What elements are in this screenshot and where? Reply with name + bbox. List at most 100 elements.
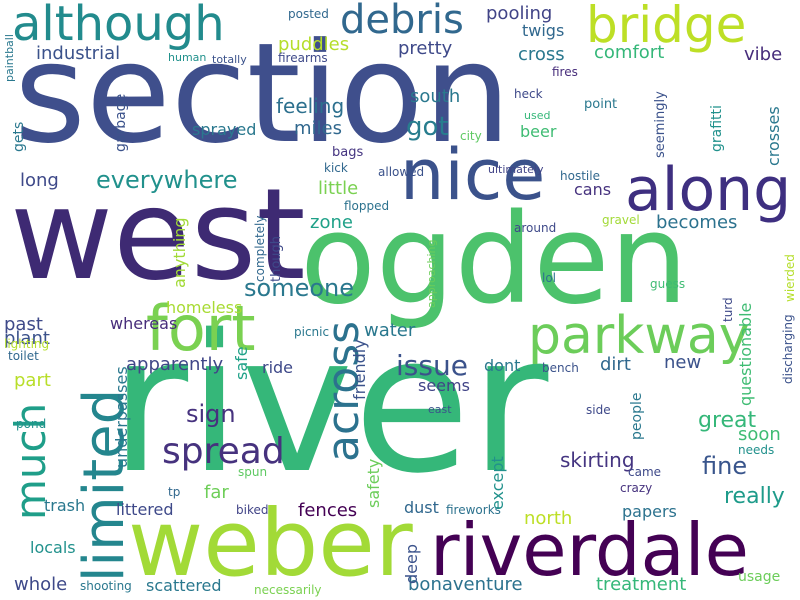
word: beer (520, 122, 557, 141)
word: past (4, 314, 43, 335)
word: far (204, 482, 229, 503)
word: bridge (586, 0, 747, 54)
word: used (524, 109, 551, 122)
word: section (14, 13, 512, 174)
word: picnic (294, 325, 330, 339)
word: everywhere (96, 166, 238, 194)
word: whereas (110, 314, 178, 333)
word: deep (402, 544, 421, 584)
word: industrial (36, 43, 121, 64)
word: littered (116, 500, 174, 519)
word: little (318, 178, 359, 199)
word: totally (212, 53, 247, 66)
word: crosses (764, 106, 783, 166)
word: seems (418, 376, 470, 395)
word: apparently (126, 354, 224, 375)
word: spun (238, 465, 268, 479)
word: bonaventure (408, 574, 523, 595)
word: water (364, 320, 416, 341)
word: soon (738, 424, 781, 445)
word: twigs (522, 21, 565, 40)
word: garbage (113, 93, 129, 152)
word: pond (16, 417, 47, 431)
word: seemingly (653, 91, 668, 158)
word: shooting (80, 579, 132, 593)
word: around (514, 221, 557, 235)
word: fires (552, 65, 578, 79)
word: biked (236, 503, 269, 517)
word: really (724, 484, 785, 509)
word: wierded (783, 254, 797, 302)
word: ogden (300, 188, 689, 332)
word: crazy (620, 481, 653, 495)
word: got (406, 112, 449, 142)
word: paintball (3, 34, 16, 82)
word: hostile (560, 169, 600, 183)
word: cans (574, 180, 612, 199)
word: someone (244, 274, 354, 302)
word: kick (324, 161, 348, 175)
word: needs (738, 443, 775, 457)
word: treatment (596, 574, 687, 595)
word: river (110, 294, 549, 515)
word: guess (650, 277, 686, 291)
word: necessarily (254, 583, 322, 597)
word: vibe (744, 44, 783, 65)
word: west (10, 161, 306, 308)
word: though (269, 235, 284, 282)
word: bench (542, 361, 579, 375)
word: underpasses (112, 366, 131, 468)
word: plant (4, 328, 50, 349)
word: pretty (398, 38, 453, 59)
word: flopped (344, 199, 390, 213)
word: city (460, 129, 482, 143)
word: side (586, 403, 611, 417)
word: dust (404, 498, 439, 517)
word: dirt (600, 354, 631, 375)
word: usage (738, 569, 781, 585)
word: feeling (276, 94, 345, 118)
word: fort (146, 292, 256, 365)
word: gets (11, 121, 27, 152)
word: approaching (425, 239, 438, 309)
word: new (664, 352, 702, 373)
word: papers (622, 502, 677, 521)
word: comfort (594, 42, 665, 63)
word: fireworks (446, 503, 501, 517)
word: north (524, 508, 573, 529)
word: zone (310, 212, 353, 233)
word: safety (364, 458, 383, 508)
word: allowed (378, 165, 425, 179)
word: sprayed (192, 120, 257, 139)
word: part (14, 370, 51, 391)
word: firearms (278, 51, 328, 65)
word: great (698, 408, 757, 433)
word: point (584, 97, 618, 112)
word: bags (332, 145, 364, 160)
word: fine (702, 452, 748, 480)
word: south (410, 86, 461, 107)
word: ride (262, 358, 294, 377)
word: fences (298, 500, 358, 521)
word: whole (14, 574, 68, 595)
word: cross (518, 44, 565, 65)
word: safe (232, 346, 251, 380)
word: human (168, 51, 207, 64)
word: locals (30, 538, 76, 557)
word: sign (186, 400, 236, 428)
word: skirting (560, 448, 635, 472)
word: discharging (781, 314, 795, 384)
word: turd (721, 297, 735, 322)
word: weber (128, 490, 413, 597)
word: grafitti (709, 105, 725, 152)
word: although (12, 0, 225, 52)
word: lighting (4, 337, 50, 351)
word: gravel (602, 213, 640, 227)
word: ultimately (488, 163, 544, 176)
word: dont (484, 356, 521, 375)
word: long (20, 170, 59, 191)
word: debris (340, 0, 464, 43)
word: parkway (528, 306, 750, 366)
word: issue (396, 349, 468, 382)
word: east (428, 403, 452, 416)
